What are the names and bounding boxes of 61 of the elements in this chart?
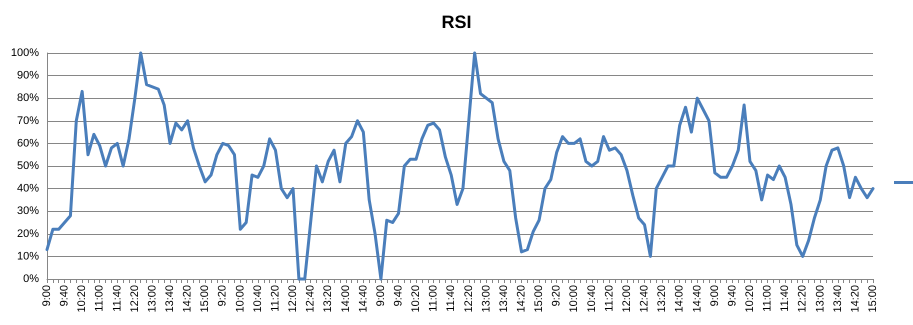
x-tick-label: 10:40: [586, 285, 598, 313]
x-tick-label: 11:40: [445, 285, 458, 312]
x-tick-label: 13:40: [498, 285, 510, 313]
x-tick-label: 11:00: [762, 285, 774, 312]
x-tick-label: 12:00: [620, 285, 633, 313]
y-tick-label: 100%: [10, 47, 40, 59]
x-tick-label: 10:00: [234, 285, 246, 313]
x-tick-label: 15:00: [867, 285, 879, 313]
x-tick-label: 11:20: [603, 285, 616, 312]
y-tick-label: 20%: [16, 228, 40, 240]
x-tick-label: 11:40: [779, 285, 792, 312]
y-tick-label: 80%: [16, 92, 40, 104]
y-tick-label: 30%: [16, 205, 40, 218]
y-tick-label: 10%: [16, 250, 40, 262]
x-tick-label: 12:20: [128, 285, 141, 313]
y-tick-label: 0%: [23, 273, 40, 285]
x-tick-label: 12:20: [462, 285, 475, 313]
x-tick-label: 13:00: [814, 285, 826, 313]
x-tick-label: 9:00: [708, 285, 721, 306]
x-tick-label: 14:20: [182, 285, 194, 313]
x-tick-label: 13:00: [146, 285, 158, 313]
x-tick-label: 11:00: [428, 285, 440, 312]
x-tick-label: 14:00: [340, 285, 352, 313]
x-tick-label: 14:40: [357, 285, 370, 313]
x-tick-label: 14:20: [849, 285, 862, 313]
x-tick-label: 9:00: [41, 285, 53, 306]
x-tick-label: 13:20: [322, 285, 334, 313]
x-tick-label: 12:00: [287, 285, 300, 313]
chart-title: RSI: [441, 12, 472, 32]
x-tick-label: 13:40: [832, 285, 844, 313]
x-tick-label: 13:00: [480, 285, 492, 313]
x-tick-label: 11:20: [269, 285, 282, 312]
x-tick-label: 13:20: [656, 285, 668, 313]
x-tick-label: 10:20: [410, 285, 422, 313]
x-tick-label: 14:00: [674, 285, 686, 313]
x-tick-label: 9:40: [392, 285, 404, 306]
x-tick-label: 14:20: [516, 285, 528, 313]
x-tick-label: 9:40: [726, 285, 738, 306]
x-tick-label: 10:20: [744, 285, 756, 313]
x-tick-label: 12:40: [304, 285, 317, 313]
x-tick-label: 15:00: [199, 285, 212, 313]
x-tick-label: 14:40: [691, 285, 704, 313]
y-tick-label: 90%: [16, 70, 40, 82]
x-tick-label: 9:20: [550, 285, 563, 306]
x-tick-label: 10:00: [568, 285, 580, 313]
x-tick-label: 10:20: [76, 285, 88, 313]
x-tick-label: 9:00: [374, 285, 387, 306]
x-tick-label: 12:40: [638, 285, 651, 313]
x-tick-label: 11:40: [111, 285, 124, 312]
y-tick-label: 40%: [16, 182, 40, 195]
line-series: [46, 52, 874, 280]
y-tick-label: 70%: [16, 114, 40, 127]
x-tick-label: 9:40: [58, 285, 71, 306]
y-tick-label: 60%: [16, 137, 40, 150]
x-tick-label: 9:20: [216, 285, 229, 306]
x-tick-label: 13:40: [164, 285, 176, 313]
x-tick-label: 12:20: [796, 285, 809, 313]
x-tick-label: 10:40: [252, 285, 264, 313]
x-tick-label: 11:00: [94, 285, 106, 312]
x-tick-label: 15:00: [533, 285, 546, 313]
y-tick-label: 50%: [16, 160, 40, 172]
